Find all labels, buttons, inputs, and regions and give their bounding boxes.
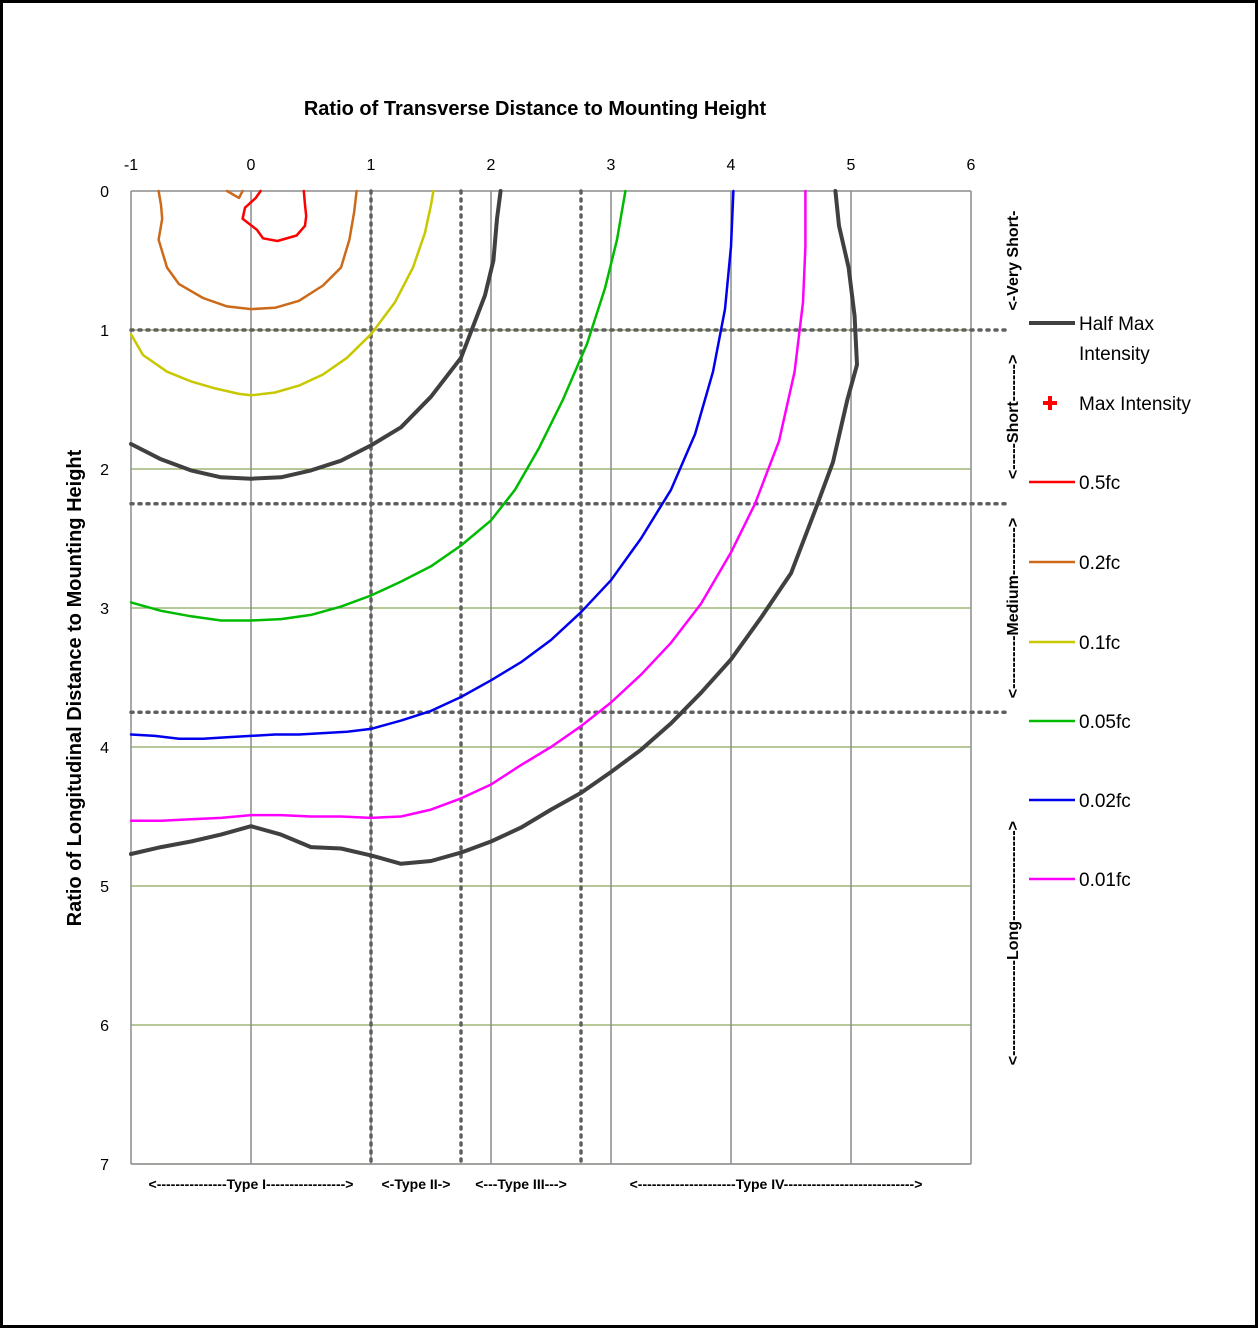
range-label: <-Very Short- [1005, 210, 1022, 310]
type-label: <---------------------Type IV-----------… [630, 1176, 923, 1192]
y-tick-label: 4 [100, 740, 109, 757]
series-0-2fc [157, 189, 358, 311]
legend-label: 0.2fc [1079, 553, 1120, 574]
legend-label: 0.01fc [1079, 870, 1131, 891]
series-0-2fc-small [225, 189, 244, 200]
x-tick-label: 5 [847, 157, 856, 174]
grid-lines [130, 190, 972, 1165]
series-0-05fc [129, 189, 627, 622]
tick-labels: -1 0 1 2 3 4 5 6 0 1 2 3 4 5 6 7 [100, 157, 975, 1174]
series-0-1fc [129, 189, 435, 397]
x-tick-label: 3 [607, 157, 616, 174]
x-tick-label: 4 [727, 157, 736, 174]
y-tick-label: 5 [100, 879, 109, 896]
x-tick-label: 2 [487, 157, 496, 174]
legend-label: Intensity [1079, 344, 1150, 365]
range-labels: <------------------Long-----------------… [1005, 210, 1022, 1065]
y-tick-label: 3 [100, 601, 109, 618]
x-tick-label: 0 [247, 157, 256, 174]
legend: Half Max Intensity Max Intensity 0.5fc 0.2fc… [1029, 314, 1191, 891]
legend-label: 0.05fc [1079, 712, 1131, 733]
x-tick-label: 1 [367, 157, 376, 174]
y-tick-label: 0 [100, 184, 109, 201]
series-0-02fc [129, 189, 735, 740]
type-labels: <---------------Type I----------------->… [149, 1176, 923, 1192]
y-tick-label: 2 [100, 462, 109, 479]
legend-label: Half Max [1079, 314, 1154, 335]
series-half-max-intensity [129, 189, 503, 481]
data-series [129, 189, 859, 866]
series-0-5fc [241, 189, 308, 243]
classification-lines [129, 189, 1008, 1166]
range-label: <------------------Long-----------------… [1005, 821, 1022, 1065]
range-label: <----------Medium---------> [1005, 518, 1022, 698]
type-label: <---------------Type I-----------------> [149, 1176, 354, 1192]
range-label: <-----Short-------> [1005, 355, 1022, 479]
isofootcandle-chart: Ratio of Transverse Distance to Mounting… [64, 98, 1191, 1192]
legend-label: 0.02fc [1079, 791, 1131, 812]
legend-label: Max Intensity [1079, 394, 1191, 415]
legend-label: 0.1fc [1079, 633, 1120, 654]
type-label: <-Type II-> [382, 1176, 451, 1192]
series-0-01fc [129, 189, 807, 822]
y-tick-label: 7 [100, 1157, 109, 1174]
type-label: <---Type III---> [475, 1176, 567, 1192]
x-tick-label: 6 [967, 157, 976, 174]
y-tick-label: 1 [100, 323, 109, 340]
x-tick-label: -1 [124, 157, 138, 174]
y-axis-label: Ratio of Longitudinal Distance to Mounti… [64, 449, 86, 926]
legend-label: 0.5fc [1079, 473, 1120, 494]
y-tick-label: 6 [100, 1018, 109, 1035]
chart-title: Ratio of Transverse Distance to Mounting… [304, 98, 767, 120]
series-half-max-intensity-outer- [129, 189, 859, 866]
